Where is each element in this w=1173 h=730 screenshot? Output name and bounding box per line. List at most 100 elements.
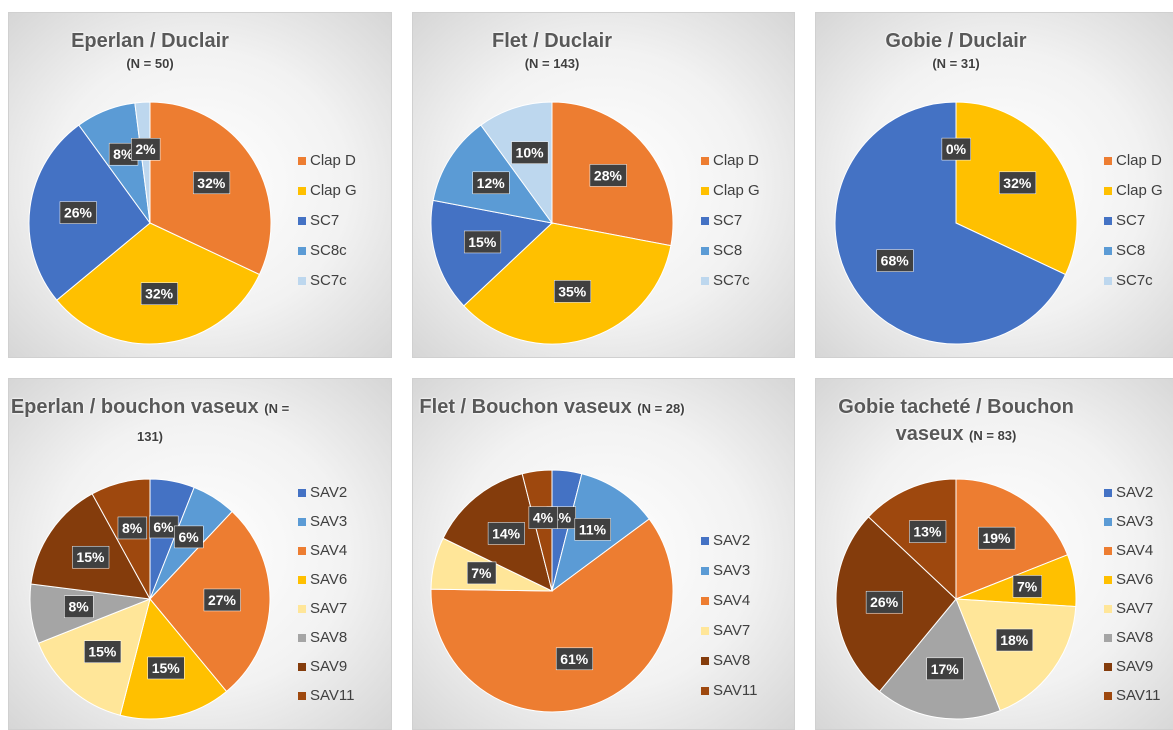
legend-label: SAV7	[1116, 600, 1153, 617]
data-label-box	[464, 230, 502, 254]
data-label: 15%	[72, 545, 110, 569]
legend-swatch	[1104, 692, 1112, 700]
chart-subtitle: (N = 143)	[524, 56, 580, 71]
legend-swatch	[701, 627, 709, 635]
data-label-text: 15%	[468, 234, 497, 250]
legend-swatch	[1104, 576, 1112, 584]
data-label-text: 27%	[208, 592, 237, 608]
legend-swatch	[701, 187, 709, 195]
legend-label: Clap G	[310, 182, 357, 199]
data-label-box	[574, 518, 611, 541]
data-label-box	[1012, 575, 1043, 598]
data-label-box	[999, 171, 1037, 195]
chart-subtitle: (N = 83)	[969, 428, 1017, 443]
chart: 28% 35% 15% 12% 10% Clap D Clap G SC7 SC8 SC7c	[430, 101, 760, 345]
legend-swatch	[701, 597, 709, 605]
chart-title-block: Flet / Bouchon vaseux (N = 28)	[413, 394, 697, 422]
data-label: 27%	[203, 588, 241, 612]
legend-label: SAV3	[1116, 513, 1153, 530]
legend-swatch	[298, 663, 306, 671]
data-label-box	[487, 522, 525, 545]
data-label-box	[140, 282, 178, 305]
data-label: 32%	[193, 171, 231, 195]
data-label-text: 32%	[145, 286, 174, 302]
legend-label: SC8c	[310, 242, 347, 259]
data-label-box	[528, 506, 558, 529]
pie-slice	[521, 469, 553, 592]
data-label: 15%	[464, 230, 502, 254]
data-label-text: 26%	[64, 205, 93, 221]
data-label-box	[909, 520, 947, 543]
chart-panel: 32% 32% 26% 8% 2% Clap D Clap G SC7 SC8c SC7c Eper…	[8, 12, 392, 358]
data-label: 0%	[941, 137, 971, 161]
chart: 0% 32% 68% Clap D Clap G SC7 SC8 SC7c	[834, 101, 1163, 345]
legend-label: SAV4	[1116, 542, 1153, 559]
data-label-box	[978, 526, 1016, 550]
data-label-text: 26%	[870, 594, 899, 610]
legend-swatch	[298, 247, 306, 255]
data-label: 26%	[59, 201, 97, 224]
legend-swatch	[298, 217, 306, 225]
chart-title: Eperlan / bouchon vaseux	[10, 396, 259, 418]
legend-label: SC7c	[713, 272, 750, 289]
chart-title-block: Eperlan / bouchon vaseux (N = 131)	[9, 394, 295, 450]
data-label-box	[174, 525, 204, 549]
data-label-text: 32%	[197, 175, 226, 191]
data-label: 13%	[909, 520, 947, 543]
legend-label: SAV6	[1116, 571, 1153, 588]
chart-title-block: Flet / Duclair (N = 143)	[413, 28, 697, 73]
data-label: 26%	[865, 590, 903, 614]
legend-label: SC7	[1116, 212, 1145, 229]
legend-swatch	[701, 687, 709, 695]
data-label-text: 68%	[881, 253, 910, 269]
data-label-box	[72, 545, 110, 569]
legend-swatch	[298, 157, 306, 165]
data-label-box	[876, 249, 914, 272]
legend-swatch	[1104, 663, 1112, 671]
data-label: 4%	[528, 506, 558, 529]
legend-swatch	[1104, 489, 1112, 497]
data-label-text: 15%	[152, 660, 181, 676]
legend-label: Clap D	[1116, 152, 1162, 169]
data-label-text: 10%	[516, 145, 545, 161]
legend-swatch	[298, 634, 306, 642]
legend-label: SAV11	[310, 687, 354, 704]
data-label: 32%	[140, 282, 178, 305]
data-label: 6%	[174, 525, 204, 549]
data-label-text: 8%	[122, 520, 143, 536]
legend-swatch	[1104, 634, 1112, 642]
data-label: 28%	[589, 164, 627, 187]
data-label-box	[941, 137, 971, 161]
data-label-box	[555, 647, 594, 671]
data-label-text: 2%	[135, 141, 156, 157]
chart-title-block: Eperlan / Duclair (N = 50)	[9, 28, 295, 73]
legend-swatch	[1104, 187, 1112, 195]
legend-swatch	[1104, 605, 1112, 613]
data-label-box	[84, 640, 122, 663]
legend-label: Clap G	[713, 182, 760, 199]
data-label-box	[865, 590, 903, 614]
legend-label: Clap G	[1116, 182, 1163, 199]
legend-swatch	[1104, 217, 1112, 225]
legend-label: SC8	[1116, 242, 1145, 259]
data-label-box	[511, 141, 549, 164]
pie-slice	[955, 598, 1077, 712]
chart-panel: 28% 35% 15% 12% 10% Clap D Clap G SC7 SC8 SC7c Fle…	[412, 12, 795, 358]
data-label: 14%	[487, 522, 525, 545]
data-label-text: 4%	[533, 510, 554, 526]
legend-label: SC7c	[310, 272, 347, 289]
data-label: 61%	[555, 647, 594, 671]
legend-label: Clap D	[713, 152, 759, 169]
data-label-box	[131, 137, 161, 161]
data-label-text: 15%	[88, 644, 117, 660]
legend-swatch	[298, 187, 306, 195]
chart-panel: 6% 6% 27% 15% 15% 8% 15% 8% SAV2 SAV3 SAV4 SAV6 SAV7…	[8, 378, 392, 730]
data-label: 32%	[999, 171, 1037, 195]
legend-swatch	[298, 518, 306, 526]
legend-swatch	[701, 217, 709, 225]
data-label: 6%	[149, 515, 179, 539]
data-label: 19%	[978, 526, 1016, 550]
legend-swatch	[298, 576, 306, 584]
data-label: 68%	[876, 249, 914, 272]
chart-panel: 0% 32% 68% Clap D Clap G SC7 SC8 SC7c Gobie / Du…	[815, 12, 1173, 358]
